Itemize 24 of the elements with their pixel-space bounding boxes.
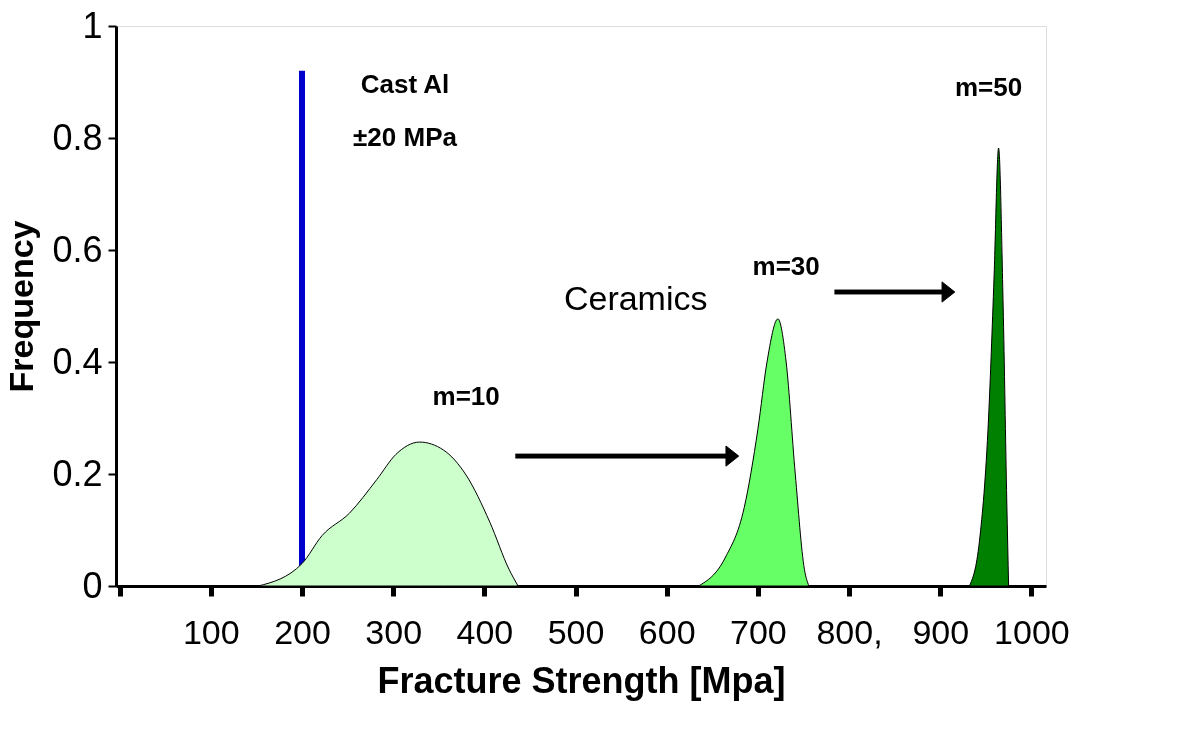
y-tick-label: 1 [82,4,103,46]
x-tick-label: 500 [547,612,605,651]
y-tick-label: 0.4 [52,340,103,382]
annotation: ±20 MPa [353,122,458,152]
annotation: m=30 [752,250,820,281]
x-tick-label: 700 [730,612,787,651]
annotation: m=10 [432,381,500,412]
x-tick-label: 100 [182,612,240,651]
x-tick-label: 600 [638,612,696,651]
x-tick-label: 300 [365,612,423,651]
y-axis-title: Frequency [2,220,41,393]
annotation: m=50 [954,71,1023,102]
y-tick-label: 0 [82,564,103,606]
x-tick-label: 1000 [994,612,1070,651]
x-tick-label: 200 [274,612,331,651]
x-axis-title: Fracture Strength [Mpa] [377,659,786,701]
annotation: Ceramics [563,279,708,318]
y-tick-label: 0.6 [52,228,103,270]
annotation: Cast Al [360,69,450,100]
y-tick-label: 0.2 [52,452,103,494]
x-tick-label: 900 [912,612,970,651]
y-tick-label: 0.8 [52,116,103,158]
x-tick-label: 800, [816,612,883,651]
x-tick-label: 400 [456,612,514,651]
